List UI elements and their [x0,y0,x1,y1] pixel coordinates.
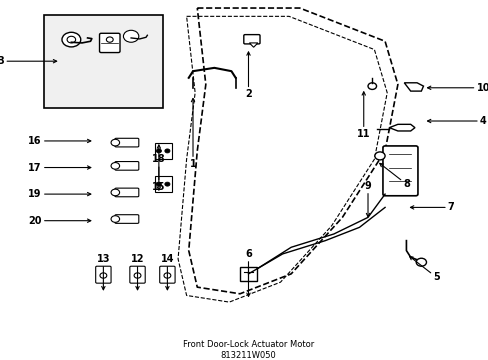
Text: 5: 5 [409,256,439,282]
Circle shape [100,273,106,278]
Circle shape [111,139,120,146]
Circle shape [106,37,113,42]
Circle shape [123,30,139,42]
Circle shape [111,216,120,222]
Text: 2: 2 [244,52,251,99]
FancyBboxPatch shape [244,35,260,44]
Text: 10: 10 [427,83,488,93]
Text: Front Door-Lock Actuator Motor
813211W050: Front Door-Lock Actuator Motor 813211W05… [183,340,313,360]
Text: 4: 4 [427,116,486,126]
Circle shape [374,152,384,160]
Circle shape [67,36,76,43]
Text: 15: 15 [152,145,165,193]
Circle shape [134,273,141,278]
Circle shape [62,32,81,47]
FancyBboxPatch shape [160,266,175,283]
FancyBboxPatch shape [115,138,139,147]
Polygon shape [154,176,171,193]
Text: 19: 19 [28,189,91,199]
FancyBboxPatch shape [115,162,139,170]
Circle shape [164,182,170,186]
FancyBboxPatch shape [115,215,139,223]
Text: 17: 17 [28,162,91,172]
FancyBboxPatch shape [96,266,111,283]
Text: 7: 7 [409,202,454,212]
Polygon shape [240,267,257,280]
FancyBboxPatch shape [100,33,120,53]
Circle shape [111,189,120,196]
Circle shape [156,182,161,186]
Text: 9: 9 [364,181,370,217]
Polygon shape [404,83,423,91]
Text: 6: 6 [244,249,251,296]
Circle shape [367,83,376,89]
Text: 18: 18 [152,154,165,190]
FancyBboxPatch shape [382,146,417,196]
Polygon shape [154,143,171,159]
Text: 14: 14 [161,254,174,290]
Text: 13: 13 [97,254,110,290]
Text: 20: 20 [28,216,91,226]
Text: 11: 11 [356,92,370,139]
Circle shape [163,273,170,278]
Text: 3: 3 [0,56,57,66]
Polygon shape [249,43,257,47]
Text: 12: 12 [130,254,144,290]
Text: 1: 1 [189,98,196,169]
Bar [43,15,163,108]
Text: 8: 8 [379,163,409,189]
Text: 16: 16 [28,136,91,146]
FancyBboxPatch shape [115,188,139,197]
Polygon shape [388,124,414,131]
FancyBboxPatch shape [130,266,145,283]
Circle shape [164,149,170,153]
Circle shape [415,258,426,266]
Circle shape [156,149,161,153]
Circle shape [111,163,120,169]
